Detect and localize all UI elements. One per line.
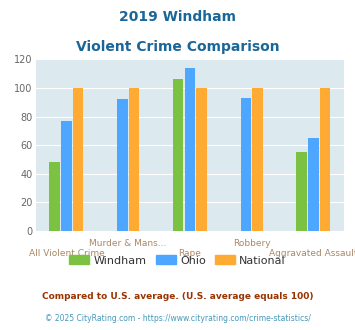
Text: Murder & Mans...: Murder & Mans... xyxy=(89,239,167,248)
Text: Aggravated Assault: Aggravated Assault xyxy=(269,249,355,258)
Text: Violent Crime Comparison: Violent Crime Comparison xyxy=(76,40,279,53)
Bar xyxy=(196,88,207,231)
Bar xyxy=(61,121,72,231)
Bar xyxy=(117,99,127,231)
Text: All Violent Crime: All Violent Crime xyxy=(28,249,104,258)
Text: © 2025 CityRating.com - https://www.cityrating.com/crime-statistics/: © 2025 CityRating.com - https://www.city… xyxy=(45,314,310,323)
Bar xyxy=(129,88,139,231)
Legend: Windham, Ohio, National: Windham, Ohio, National xyxy=(65,251,290,270)
Bar xyxy=(173,80,184,231)
Text: Rape: Rape xyxy=(179,249,201,258)
Bar xyxy=(241,98,251,231)
Bar xyxy=(308,138,319,231)
Text: Compared to U.S. average. (U.S. average equals 100): Compared to U.S. average. (U.S. average … xyxy=(42,292,313,301)
Text: 2019 Windham: 2019 Windham xyxy=(119,10,236,24)
Bar xyxy=(185,68,195,231)
Bar xyxy=(296,152,307,231)
Bar xyxy=(73,88,83,231)
Text: Robbery: Robbery xyxy=(233,239,271,248)
Bar xyxy=(49,162,60,231)
Bar xyxy=(320,88,331,231)
Bar xyxy=(252,88,263,231)
